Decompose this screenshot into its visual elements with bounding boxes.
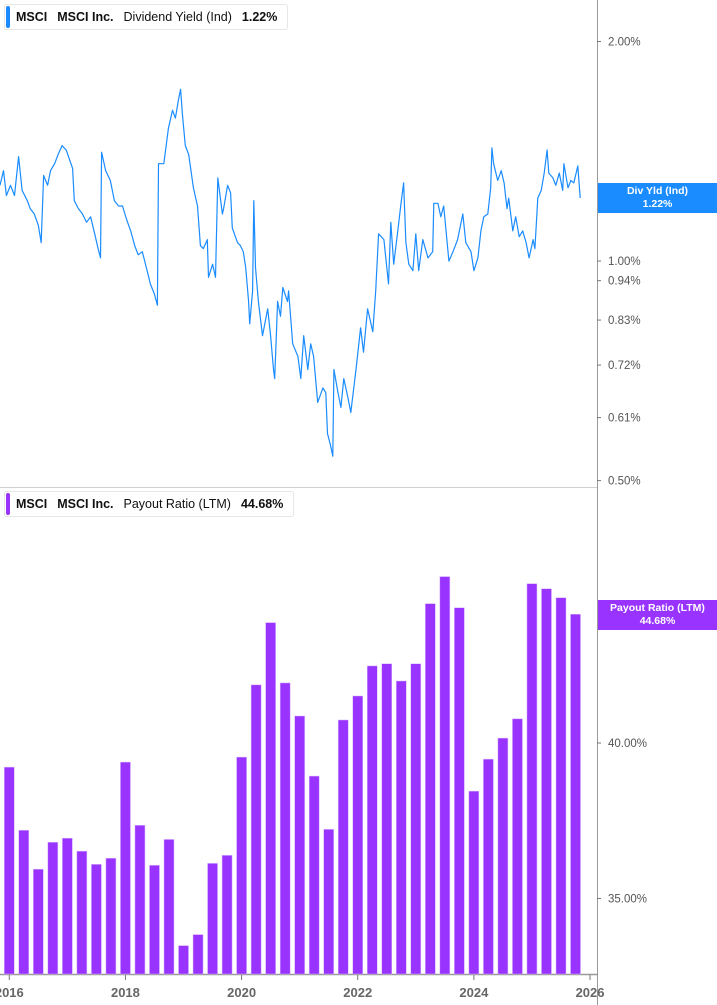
- dividend-yield-y-tick-label: 0.94%: [608, 276, 641, 288]
- payout-ratio-y-tick-label: 40.00%: [608, 738, 647, 750]
- legend-ticker: MSCI: [16, 10, 48, 24]
- tag-value: 44.68%: [639, 615, 676, 627]
- legend-company: MSCI Inc.: [57, 10, 114, 24]
- payout-ratio-bar: [337, 719, 349, 975]
- dividend-yield-y-tick-label: 1.00%: [608, 256, 641, 268]
- payout-ratio-bar: [410, 663, 422, 975]
- payout-ratio-bar: [279, 682, 291, 975]
- dividend-yield-y-tick-label: 0.61%: [608, 413, 641, 425]
- x-tick-label: 2022: [343, 985, 372, 1000]
- payout-ratio-bar: [308, 775, 320, 975]
- dividend-yield-y-ticks: 2.00% 1.00% 0.94% 0.83% 0.72% 0.61% 0.50%: [597, 37, 641, 488]
- legend-metric: Payout Ratio (LTM): [123, 497, 231, 511]
- payout-ratio-bar: [47, 842, 59, 975]
- payout-ratio-bar: [468, 790, 480, 975]
- x-tick-label: 2020: [227, 985, 256, 1000]
- payout-ratio-bar: [105, 857, 117, 975]
- payout-ratio-bar: [62, 837, 73, 975]
- payout-ratio-bar: [192, 934, 204, 975]
- payout-ratio-bar: [221, 855, 233, 975]
- legend-value: 44.68%: [240, 497, 284, 511]
- payout-ratio-bar: [323, 829, 334, 975]
- x-tick-label: 2018: [111, 985, 140, 1000]
- payout-ratio-bar: [207, 863, 218, 975]
- dividend-yield-y-tick-label: 0.50%: [608, 476, 641, 488]
- payout-ratio-y-tick-label: 35.00%: [608, 893, 647, 905]
- payout-ratio-legend[interactable]: MSCI MSCI Inc. Payout Ratio (LTM) 44.68%: [4, 491, 295, 517]
- payout-ratio-bars: [4, 576, 581, 975]
- payout-ratio-bar: [367, 665, 378, 975]
- payout-ratio-bar: [163, 839, 175, 975]
- payout-ratio-bar: [250, 684, 262, 975]
- payout-ratio-bar: [76, 850, 88, 975]
- payout-ratio-bar: [120, 761, 131, 975]
- legend-color-swatch: [6, 493, 10, 515]
- payout-ratio-bar: [134, 825, 146, 975]
- payout-ratio-bar: [396, 680, 407, 975]
- payout-ratio-bar: [91, 864, 102, 975]
- payout-ratio-bar: [381, 663, 393, 975]
- payout-ratio-bar: [4, 766, 15, 975]
- legend-ticker: MSCI: [16, 497, 48, 511]
- dividend-yield-legend[interactable]: MSCI MSCI Inc. Dividend Yield (Ind) 1.22…: [4, 4, 289, 30]
- payout-ratio-bar: [425, 603, 436, 975]
- payout-ratio-bar: [555, 597, 567, 975]
- tag-label: Payout Ratio (LTM): [610, 602, 705, 614]
- payout-ratio-bar: [570, 614, 581, 975]
- legend-value: 1.22%: [241, 10, 278, 24]
- x-tick-label: 2024: [459, 985, 489, 1000]
- payout-ratio-bar: [439, 576, 451, 975]
- payout-ratio-bar: [541, 588, 552, 975]
- payout-ratio-bar: [526, 583, 538, 975]
- dividend-yield-y-tick-label: 0.83%: [608, 315, 641, 327]
- payout-ratio-bar: [512, 718, 523, 975]
- legend-color-swatch: [6, 6, 10, 28]
- payout-ratio-bar: [483, 758, 494, 975]
- dividend-yield-line: [0, 88, 581, 457]
- payout-ratio-bar: [454, 607, 465, 975]
- dividend-yield-y-tick-label: 2.00%: [608, 37, 641, 49]
- payout-ratio-bar: [294, 715, 305, 975]
- payout-ratio-last-value-tag: Payout Ratio (LTM) 44.68%: [598, 600, 717, 630]
- dividend-yield-y-tick-label: 0.72%: [608, 360, 641, 372]
- payout-ratio-bar: [265, 622, 276, 975]
- x-tick-label: 2026: [576, 985, 605, 1000]
- payout-ratio-bar: [178, 945, 189, 975]
- x-tick-label: 2016: [0, 985, 24, 1000]
- dividend-yield-last-value-tag: Div Yld (Ind) 1.22%: [598, 183, 717, 213]
- payout-ratio-bar: [352, 695, 363, 975]
- legend-metric: Dividend Yield (Ind): [123, 10, 232, 24]
- payout-ratio-bar: [18, 830, 30, 975]
- tag-label: Div Yld (Ind): [626, 185, 689, 197]
- payout-ratio-bar: [497, 737, 509, 975]
- payout-ratio-bar: [236, 756, 247, 975]
- payout-ratio-y-ticks: 40.00% 35.00%: [597, 738, 647, 905]
- payout-ratio-bar: [149, 865, 160, 975]
- x-axis-ticks: 2016 2018 2020 2022 2024 2026: [0, 975, 604, 1000]
- tag-value: 1.22%: [642, 198, 673, 210]
- legend-company: MSCI Inc.: [57, 497, 114, 511]
- payout-ratio-bar: [33, 868, 44, 975]
